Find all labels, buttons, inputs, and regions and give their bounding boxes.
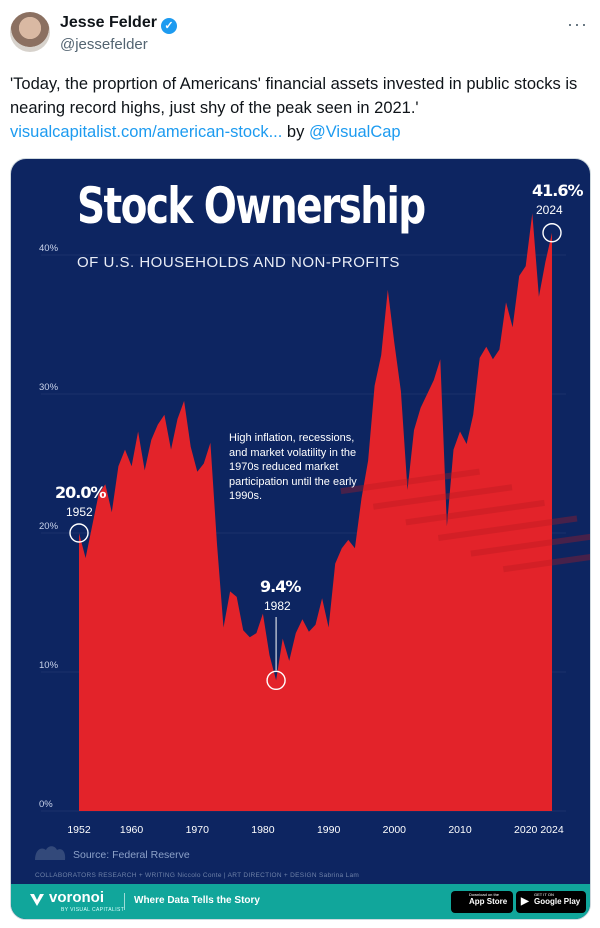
tweet-body: 'Today, the proprtion of Americans' fina… xyxy=(10,75,578,117)
marker-1982 xyxy=(266,670,286,691)
x-tick-label: 1980 xyxy=(251,824,275,836)
x-tick-label: 2024 xyxy=(540,824,564,836)
voronoi-brand-sub: BY VISUAL CAPITALIST xyxy=(61,907,125,913)
marker-1952 xyxy=(69,523,89,543)
callout-1982-year: 1982 xyxy=(264,599,291,613)
tweet-header: Jesse Felder ✓ @jessefelder ··· xyxy=(10,12,590,62)
callout-1982-value: 9.4% xyxy=(260,577,301,596)
infographic-subtitle: OF U.S. HOUSEHOLDS AND NON-PROFITS xyxy=(77,254,400,271)
tweet-link[interactable]: visualcapitalist.com/american-stock... xyxy=(10,123,283,141)
x-tick-label: 2010 xyxy=(448,824,472,836)
google-play-icon: ▶ xyxy=(521,896,529,907)
infographic-card[interactable]: 0% 10% 20% 30% 40% 1952 1960 1970 1980 1990 2000 20… xyxy=(10,158,591,920)
texture-stripe xyxy=(340,468,480,495)
x-tick-label: 1990 xyxy=(317,824,341,836)
google-play-button[interactable]: ▶ GET IT ON Google Play xyxy=(516,891,587,913)
voronoi-brand: voronoi xyxy=(49,889,104,906)
callout-2024-year: 2024 xyxy=(536,203,563,217)
more-icon[interactable]: ··· xyxy=(567,14,588,34)
app-store-button[interactable]: Download on the App Store xyxy=(451,891,514,913)
marker-2024 xyxy=(542,223,562,243)
x-tick-label: 1960 xyxy=(120,824,144,836)
visual-capitalist-logo-icon xyxy=(35,846,66,860)
texture-stripe xyxy=(405,499,545,526)
texture-stripe xyxy=(437,515,578,541)
x-tick-label: 2020 xyxy=(514,824,538,836)
voronoi-logo-icon xyxy=(30,894,44,906)
tweet-text: 'Today, the proprtion of Americans' fina… xyxy=(10,72,580,144)
x-tick-label: 1970 xyxy=(186,824,210,836)
texture-stripe xyxy=(470,531,590,557)
y-tick-label: 0% xyxy=(39,799,53,810)
tagline: Where Data Tells the Story xyxy=(134,895,260,906)
x-tick-label: 2000 xyxy=(383,824,407,836)
callout-1952-year: 1952 xyxy=(66,505,93,519)
area-series xyxy=(79,213,552,812)
brand-footer: voronoi BY VISUAL CAPITALIST Where Data … xyxy=(11,884,590,919)
texture-stripe xyxy=(502,546,590,573)
y-tick-label: 30% xyxy=(39,382,59,393)
infographic-title: Stock Ownership xyxy=(77,177,426,235)
verified-badge-icon: ✓ xyxy=(160,18,177,34)
tweet-by: by xyxy=(282,123,309,141)
footer-divider xyxy=(124,893,125,910)
y-tick-label: 20% xyxy=(39,521,59,532)
x-tick-label: 1952 xyxy=(67,824,91,836)
annotation-text: High inflation, recessions, and market v… xyxy=(229,432,357,502)
callout-1952-value: 20.0% xyxy=(55,483,107,502)
author-handle[interactable]: @jessefelder xyxy=(60,36,148,53)
source-note: Source: Federal Reserve xyxy=(73,849,190,861)
mention-link[interactable]: @VisualCap xyxy=(308,123,401,141)
author-name[interactable]: Jesse Felder ✓ xyxy=(60,14,177,34)
avatar[interactable] xyxy=(10,12,50,52)
texture-stripe xyxy=(372,484,513,510)
y-tick-label: 10% xyxy=(39,660,59,671)
stock-ownership-chart: 0% 10% 20% 30% 40% 1952 1960 1970 1980 1990 2000 20… xyxy=(39,213,590,836)
credits: COLLABORATORS RESEARCH + WRITING Niccolo… xyxy=(35,872,360,879)
callout-2024-value: 41.6% xyxy=(532,181,584,200)
y-tick-label: 40% xyxy=(39,243,59,254)
